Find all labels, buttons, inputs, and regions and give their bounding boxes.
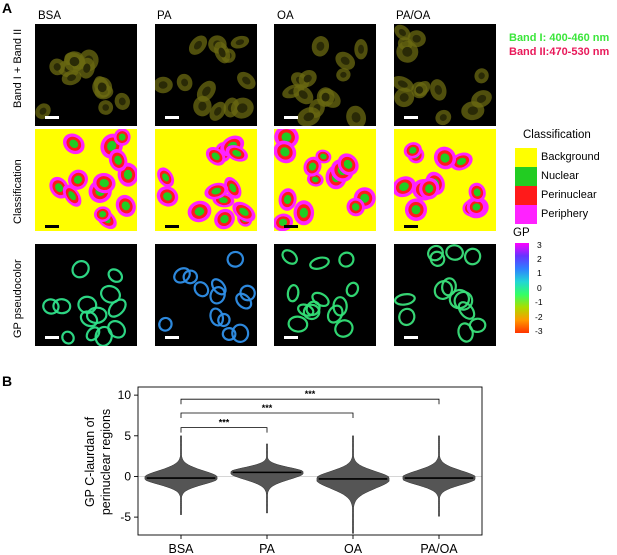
row-label-classification: Classification [12, 159, 24, 224]
gp-tick-m3: -3 [535, 326, 543, 336]
y-tick-label: -5 [120, 510, 131, 524]
scale-bar [45, 336, 59, 339]
image-tile [35, 129, 137, 231]
scale-bar [284, 225, 298, 228]
gp-tick-3: 3 [537, 240, 542, 250]
violin-chart: -5 0 5 10 *** *** *** GP C-laurdan of perinucl… [83, 386, 483, 555]
significance-label: *** [305, 389, 316, 399]
x-tick-label: PA [259, 542, 275, 555]
y-tick-label: 10 [118, 388, 132, 402]
legend-swatch-periphery [515, 205, 537, 224]
gp-colorbar [515, 243, 529, 333]
gp-tick-m2: -2 [535, 312, 543, 322]
plot-frame [137, 386, 483, 536]
image-tile [394, 244, 496, 346]
significance-bracket [180, 412, 354, 419]
image-tile [394, 129, 496, 231]
y-tick-label: 5 [124, 429, 131, 443]
band1-legend: Band I: 400-460 nm [509, 32, 610, 44]
panel-b-letter: B [2, 373, 13, 389]
y-axis-label-line2: perinuclear regions [99, 409, 113, 515]
column-label-bsa: BSA [38, 10, 62, 22]
x-tick-label: PA/OA [420, 542, 458, 555]
significance-label: *** [262, 403, 273, 413]
violin-pa-oa [402, 435, 476, 517]
scale-bar [284, 336, 298, 339]
significance-bracket [180, 398, 440, 405]
scale-bar [404, 116, 418, 119]
gp-tick-m1: -1 [535, 297, 543, 307]
gp-tick-0: 0 [537, 283, 542, 293]
image-tile [35, 24, 137, 126]
y-axis-label-line1: GP C-laurdan of [83, 416, 97, 507]
classification-legend-title: Classification [523, 129, 591, 141]
legend-label-perinuclear: Perinuclear [541, 189, 597, 201]
scale-bar [45, 225, 59, 228]
scale-bar [404, 336, 418, 339]
scale-bar [404, 225, 418, 228]
gp-tick-2: 2 [537, 254, 542, 264]
x-tick-label: OA [344, 542, 363, 555]
violin-oa [316, 435, 390, 534]
image-tile [35, 244, 137, 346]
legend-swatch-nuclear [515, 167, 537, 186]
image-tile [155, 129, 257, 231]
image-tile [274, 129, 376, 231]
column-label-oa: OA [277, 10, 294, 22]
row-label-band: Band I + Band II [12, 28, 24, 108]
image-tile [274, 24, 376, 126]
significance-label: *** [219, 418, 230, 428]
column-label-pa-oa: PA/OA [396, 10, 431, 22]
violin-bsa [144, 435, 218, 515]
legend-label-periphery: Periphery [541, 208, 589, 220]
scale-bar [284, 116, 298, 119]
scale-bar [165, 116, 179, 119]
gp-colorbar-title: GP [513, 227, 530, 239]
legend-label-background: Background [541, 151, 600, 163]
image-tile [394, 24, 496, 126]
panel-a-letter: A [2, 0, 13, 16]
legend-label-nuclear: Nuclear [541, 170, 579, 182]
scale-bar [45, 116, 59, 119]
column-label-pa: PA [157, 10, 172, 22]
row-label-gp: GP pseudocolor [12, 259, 24, 338]
significance-bracket [180, 427, 268, 433]
violin-pa [230, 443, 304, 514]
image-tile [155, 244, 257, 346]
scale-bar [165, 225, 179, 228]
legend-swatch-background [515, 148, 537, 167]
gp-tick-1: 1 [537, 268, 542, 278]
band2-legend: Band II:470-530 nm [509, 46, 610, 58]
legend-swatch-perinuclear [515, 186, 537, 205]
image-tile [155, 24, 257, 126]
scale-bar [165, 336, 179, 339]
y-tick-label: 0 [124, 469, 131, 483]
image-tile [274, 244, 376, 346]
x-tick-label: BSA [168, 542, 194, 555]
